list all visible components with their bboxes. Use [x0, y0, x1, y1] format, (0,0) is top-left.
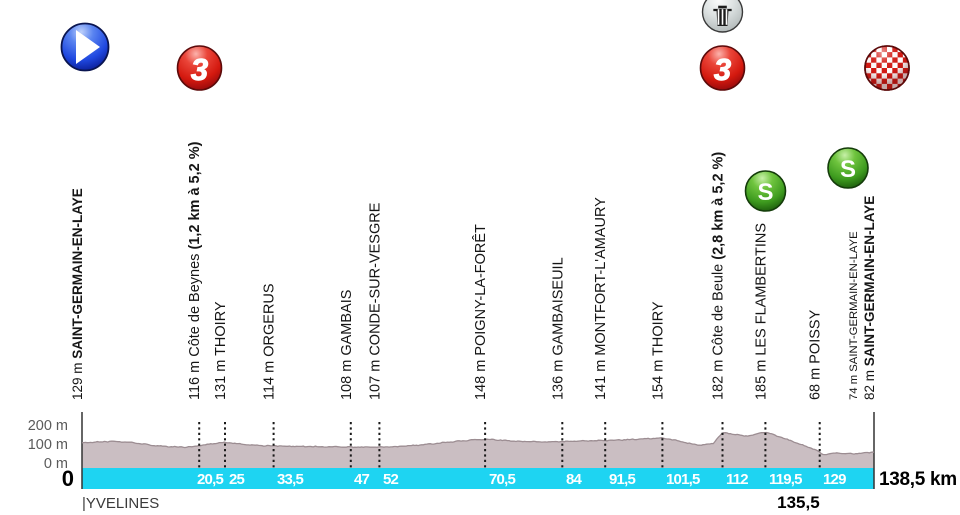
svg-text:148 m POIGNY-LA-FORÊT: 148 m POIGNY-LA-FORÊT [472, 224, 489, 400]
svg-text:3: 3 [191, 52, 208, 87]
svg-text:82 m SAINT-GERMAIN-EN-LAYE: 82 m SAINT-GERMAIN-EN-LAYE [862, 196, 877, 400]
svg-text:47: 47 [354, 471, 370, 488]
svg-text:33,5: 33,5 [277, 471, 303, 488]
svg-text:138,5 km: 138,5 km [879, 469, 957, 490]
svg-text:84: 84 [566, 471, 583, 488]
svg-text:116 m Côte de Beynes (1,2 km: 116 m Côte de Beynes (1,2 km à 5,2 %) [187, 141, 203, 400]
svg-text:141 m MONTFORT-L'AMAURY: 141 m MONTFORT-L'AMAURY [593, 197, 609, 400]
svg-text:154 m THOIRY: 154 m THOIRY [650, 301, 666, 400]
svg-text:112: 112 [726, 471, 748, 488]
svg-text:25: 25 [229, 471, 245, 488]
svg-text:100 m: 100 m [28, 437, 68, 453]
svg-text:200 m: 200 m [28, 418, 68, 434]
svg-text:108 m GAMBAIS: 108 m GAMBAIS [339, 290, 355, 400]
svg-text:3: 3 [714, 52, 731, 87]
svg-text:107 m CONDE-SUR-VESGRE: 107 m CONDE-SUR-VESGRE [367, 202, 383, 400]
svg-text:S: S [840, 156, 856, 183]
svg-text:|YVELINES: |YVELINES [82, 495, 159, 512]
svg-text:131 m THOIRY: 131 m THOIRY [213, 301, 229, 400]
svg-text:101,5: 101,5 [666, 471, 700, 488]
svg-text:0: 0 [62, 466, 74, 491]
svg-text:20,5: 20,5 [197, 471, 223, 488]
svg-text:70,5: 70,5 [489, 471, 515, 488]
svg-text:129: 129 [823, 471, 846, 488]
svg-text:129 m SAINT-GERMAIN-EN-LAYE: 129 m SAINT-GERMAIN-EN-LAYE [70, 188, 85, 400]
svg-text:182 m Côte de Beule (2,8 km: 182 m Côte de Beule (2,8 km à 5,2 %) [711, 152, 727, 400]
svg-text:91,5: 91,5 [609, 471, 635, 488]
svg-text:S: S [757, 179, 773, 206]
svg-text:114 m ORGERUS: 114 m ORGERUS [262, 283, 278, 400]
svg-text:74 m SAINT-GERMAIN-EN-LAYE: 74 m SAINT-GERMAIN-EN-LAYE [848, 231, 860, 400]
svg-text:68 m POISSY: 68 m POISSY [808, 309, 824, 400]
svg-text:136 m GAMBAISEUIL: 136 m GAMBAISEUIL [550, 257, 566, 400]
svg-text:185 m LES FLAMBERTINS: 185 m LES FLAMBERTINS [753, 223, 769, 400]
svg-text:52: 52 [383, 471, 399, 488]
svg-text:119,5: 119,5 [769, 471, 802, 488]
svg-text:135,5: 135,5 [777, 493, 820, 512]
